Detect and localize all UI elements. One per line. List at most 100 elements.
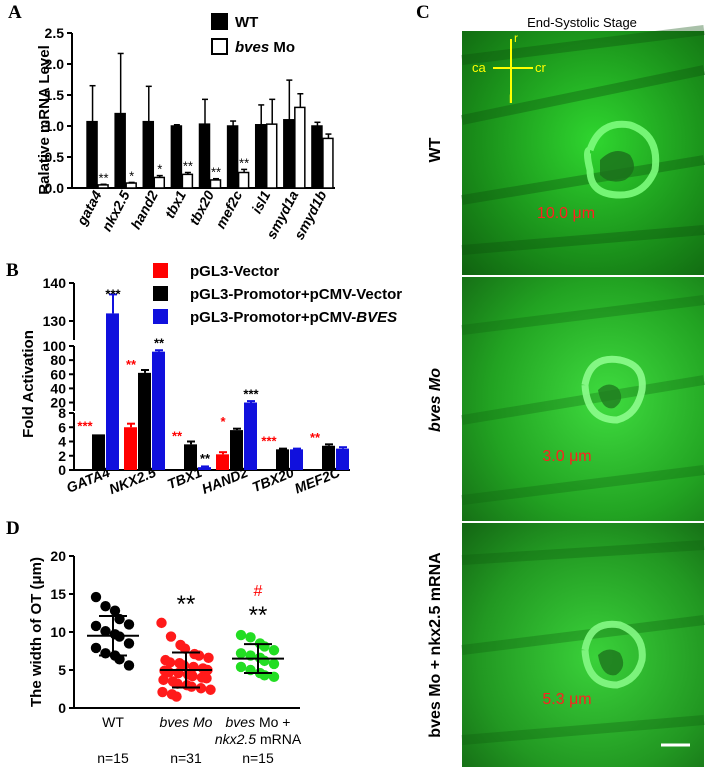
data-point [268, 645, 280, 656]
x-tick-label: hand2 [127, 188, 161, 232]
x-tick-label: nkx2.5 [98, 188, 133, 234]
y-tick-label: 8 [58, 405, 66, 421]
x-tick-label: WT [102, 714, 124, 730]
data-point [195, 683, 207, 694]
data-point [123, 638, 135, 649]
y-tick-label: 4 [58, 434, 66, 450]
data-point [203, 652, 214, 664]
chart-legend: WT bves Mo [211, 13, 295, 56]
y-tick-label: 80 [50, 352, 66, 368]
y-tick-label: 20 [50, 395, 66, 411]
data-point [235, 661, 247, 673]
y-tick-label: 2 [58, 448, 66, 464]
y-tick-label: 15 [50, 586, 66, 602]
significance-mark: * [129, 168, 134, 183]
y-tick-label: 10 [50, 624, 66, 640]
legend-label: pGL3-Promotor+pCMV-Vector [190, 286, 402, 303]
data-point [259, 655, 270, 667]
y-axis-label: Ralative mRNA Level [36, 45, 53, 195]
legend-swatch [153, 309, 168, 324]
x-tick-label: bves Mo + nkx2.5 mRNA [215, 714, 302, 747]
bar [294, 106, 306, 189]
legend-swatch [153, 286, 168, 301]
panel-label-c: C [416, 2, 430, 23]
y-tick-label: 0 [58, 700, 66, 716]
orientation-cross: r ca cr l [472, 31, 547, 106]
data-point [187, 670, 198, 682]
bar [170, 125, 183, 189]
legend-swatch [211, 13, 228, 30]
bar [198, 467, 211, 470]
data-point [90, 591, 102, 603]
significance-mark: ** [126, 357, 137, 372]
chart-legend: pGL3-Vector pGL3-Promotor+pCMV-Vector pGL3… [153, 263, 402, 326]
measure-bves-mo-nkx: 5.3 μm [542, 691, 591, 708]
data-point [268, 671, 280, 683]
bar [209, 179, 222, 189]
bar [244, 402, 257, 470]
measure-wt: 10.0 μm [537, 205, 595, 222]
chart-axes: 0 5 10 15 20 n=15 n=31 n=15 WT bves Mo bves Mo + nk… [50, 548, 301, 766]
y-tick-label: 0 [58, 462, 66, 478]
bar [283, 119, 295, 189]
data-point [100, 600, 111, 612]
bar [142, 120, 155, 189]
row-label-bves-mo-nkx: bves Mo + nkx2.5 mRNA [427, 552, 444, 738]
significance-mark: ** [211, 165, 221, 180]
bar [290, 449, 303, 470]
legend-label: bves Mo [235, 39, 295, 56]
data-point [172, 678, 183, 689]
y-tick-label: 1.0 [45, 118, 65, 134]
panel-label-a: A [8, 2, 22, 23]
significance-mark: # [254, 583, 263, 600]
y-tick-label: 40 [50, 380, 66, 396]
bar [114, 112, 126, 189]
y-axis-label: The width of OT (μm) [28, 557, 45, 707]
panel-c-title: End-Systolic Stage [527, 15, 637, 30]
bar [336, 448, 349, 470]
y-tick-label: 5 [58, 662, 66, 678]
data-point [235, 629, 247, 641]
significance-mark: ** [200, 451, 211, 466]
y-tick-label: 20 [50, 548, 66, 564]
bar [230, 430, 243, 470]
n-label: n=31 [170, 750, 202, 766]
micrograph-wt [460, 25, 706, 275]
bar [311, 125, 323, 189]
bar [322, 137, 334, 189]
data-point [179, 643, 191, 654]
bar [184, 444, 197, 470]
legend-swatch [211, 38, 228, 55]
data-point [165, 631, 177, 642]
axis-label-ca: ca [472, 60, 487, 75]
data-point [171, 691, 182, 702]
data-point [100, 648, 111, 659]
panel-c: C End-Systolic Stage r ca [416, 2, 706, 767]
axis-label-r: r [514, 31, 518, 45]
bar [92, 434, 105, 470]
bar [198, 123, 211, 189]
significance-mark: ** [310, 430, 321, 445]
chart-points: ** # ** [87, 583, 284, 702]
y-tick-label: 0.0 [45, 180, 65, 196]
axis-label-l: l [509, 92, 512, 106]
measure-bves-mo: 3.0 μm [542, 448, 591, 465]
x-tick-label: bves Mo [160, 714, 213, 730]
significance-mark: ** [177, 591, 196, 618]
bar [181, 173, 194, 189]
data-point [235, 648, 247, 659]
bar [226, 125, 239, 189]
significance-mark: * [220, 414, 226, 429]
significance-mark: * [157, 162, 162, 177]
data-point [100, 626, 111, 637]
data-point [157, 686, 168, 698]
chart-bars: ********************* ** [77, 286, 349, 470]
legend-swatch [153, 263, 168, 278]
legend-label: pGL3-Promotor+pCMV-BVES [190, 309, 397, 326]
significance-mark: *** [243, 387, 259, 402]
data-point [114, 654, 125, 665]
n-label: n=15 [97, 750, 129, 766]
data-point [158, 674, 169, 686]
bar [237, 171, 250, 189]
